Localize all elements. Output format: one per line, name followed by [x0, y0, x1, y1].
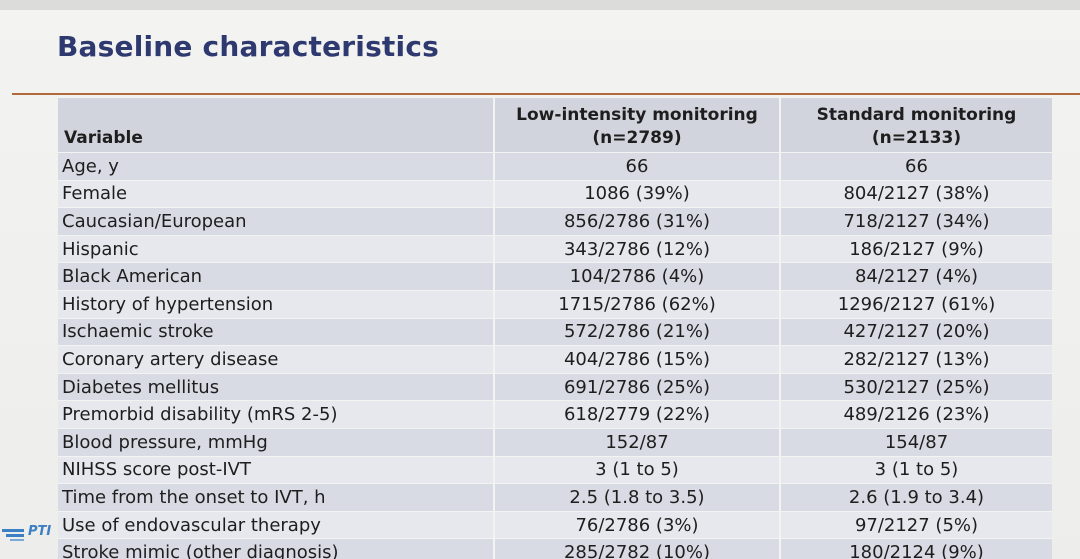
row-variable-label: Age, y	[58, 152, 494, 181]
row-variable-label: Hispanic	[58, 234, 494, 263]
row-standard-value: 489/2126 (23%)	[779, 400, 1052, 429]
header-low-intensity-title: Low-intensity monitoring	[516, 105, 758, 125]
row-variable-label: History of hypertension	[58, 289, 494, 319]
row-variable-label: Premorbid disability (mRS 2-5)	[58, 400, 494, 429]
row-low-intensity-value: 618/2779 (22%)	[493, 400, 780, 429]
row-low-intensity-value: 66	[493, 152, 780, 181]
row-standard-value: 180/2124 (9%)	[779, 538, 1052, 559]
row-low-intensity-value: 285/2782 (10%)	[493, 538, 780, 559]
row-low-intensity-value: 3 (1 to 5)	[493, 455, 780, 484]
row-variable-label: Diabetes mellitus	[58, 372, 494, 401]
table-row: Black American 104/2786 (4%) 84/2127 (4%)	[58, 262, 1052, 291]
row-variable-label: Stroke mimic (other diagnosis)	[58, 538, 494, 559]
table-row: Stroke mimic (other diagnosis) 285/2782 (…	[58, 538, 1052, 559]
table-row: NIHSS score post-IVT 3 (1 to 5) 3 (1 to 5)	[58, 455, 1052, 484]
table-row: Time from the onset to IVT, h 2.5 (1.8 to…	[58, 483, 1052, 512]
row-variable-label: Caucasian/European	[58, 207, 494, 236]
table-row: Hispanic 343/2786 (12%) 186/2127 (9%)	[58, 234, 1052, 263]
row-standard-value: 3 (1 to 5)	[779, 455, 1052, 484]
row-standard-value: 84/2127 (4%)	[779, 262, 1052, 291]
logo: PTI	[2, 524, 60, 552]
row-standard-value: 804/2127 (38%)	[779, 179, 1052, 208]
row-variable-label: Blood pressure, mmHg	[58, 427, 494, 457]
row-low-intensity-value: 1086 (39%)	[493, 179, 780, 208]
table-row: Use of endovascular therapy 76/2786 (3%) 9…	[58, 510, 1052, 539]
row-variable-label: Ischaemic stroke	[58, 317, 494, 346]
header-low-intensity: Low-intensity monitoring (n=2789)	[493, 98, 780, 153]
row-standard-value: 186/2127 (9%)	[779, 234, 1052, 263]
row-low-intensity-value: 1715/2786 (62%)	[493, 289, 780, 319]
row-low-intensity-value: 152/87	[493, 427, 780, 457]
row-standard-value: 1296/2127 (61%)	[779, 289, 1052, 319]
row-variable-label: Female	[58, 179, 494, 208]
row-low-intensity-value: 2.5 (1.8 to 3.5)	[493, 483, 780, 512]
logo-mark-icon	[2, 529, 24, 541]
row-standard-value: 718/2127 (34%)	[779, 207, 1052, 236]
row-low-intensity-value: 572/2786 (21%)	[493, 317, 780, 346]
row-variable-label: Black American	[58, 262, 494, 291]
baseline-characteristics-table: Variable Low-intensity monitoring (n=278…	[58, 98, 1052, 559]
title-divider	[12, 93, 1080, 95]
header-standard-n: (n=2133)	[871, 128, 962, 148]
row-low-intensity-value: 404/2786 (15%)	[493, 345, 780, 374]
baseline-table-container: Variable Low-intensity monitoring (n=278…	[58, 98, 1052, 559]
header-low-intensity-n: (n=2789)	[592, 128, 682, 148]
row-low-intensity-value: 76/2786 (3%)	[493, 510, 780, 539]
table-row: Female 1086 (39%) 804/2127 (38%)	[58, 179, 1052, 208]
row-low-intensity-value: 856/2786 (31%)	[493, 207, 780, 236]
table-body: Age, y 66 66 Female 1086 (39%) 804/2127 (38%)…	[58, 152, 1052, 559]
row-standard-value: 530/2127 (25%)	[779, 372, 1052, 401]
row-variable-label: Use of endovascular therapy	[58, 510, 494, 539]
header-variable: Variable	[58, 98, 494, 153]
row-variable-label: NIHSS score post-IVT	[58, 455, 494, 484]
table-row: Diabetes mellitus 691/2786 (25%) 530/2127 …	[58, 372, 1052, 401]
row-standard-value: 66	[779, 152, 1052, 181]
table-row: Coronary artery disease 404/2786 (15%) 282…	[58, 345, 1052, 374]
table-row: Blood pressure, mmHg 152/87 154/87	[58, 427, 1052, 457]
table-row: History of hypertension 1715/2786 (62%) 12…	[58, 289, 1052, 319]
table-row: Caucasian/European 856/2786 (31%) 718/2127…	[58, 207, 1052, 236]
table-row: Age, y 66 66	[58, 152, 1052, 181]
row-low-intensity-value: 343/2786 (12%)	[493, 234, 780, 263]
row-standard-value: 97/2127 (5%)	[779, 510, 1052, 539]
row-variable-label: Time from the onset to IVT, h	[58, 483, 494, 512]
header-standard: Standard monitoring (n=2133)	[779, 98, 1052, 153]
logo-text: PTI	[28, 524, 52, 539]
row-standard-value: 282/2127 (13%)	[779, 345, 1052, 374]
row-low-intensity-value: 104/2786 (4%)	[493, 262, 780, 291]
row-variable-label: Coronary artery disease	[58, 345, 494, 374]
table-row: Premorbid disability (mRS 2-5) 618/2779 (…	[58, 400, 1052, 429]
table-header-row: Variable Low-intensity monitoring (n=278…	[58, 98, 1052, 153]
header-standard-title: Standard monitoring	[816, 105, 1017, 125]
row-standard-value: 427/2127 (20%)	[779, 317, 1052, 346]
row-low-intensity-value: 691/2786 (25%)	[493, 372, 780, 401]
table-row: Ischaemic stroke 572/2786 (21%) 427/2127 (…	[58, 317, 1052, 346]
row-standard-value: 2.6 (1.9 to 3.4)	[779, 483, 1052, 512]
slide-top-band	[0, 0, 1080, 10]
row-standard-value: 154/87	[779, 427, 1052, 457]
slide-title: Baseline characteristics	[57, 30, 439, 63]
